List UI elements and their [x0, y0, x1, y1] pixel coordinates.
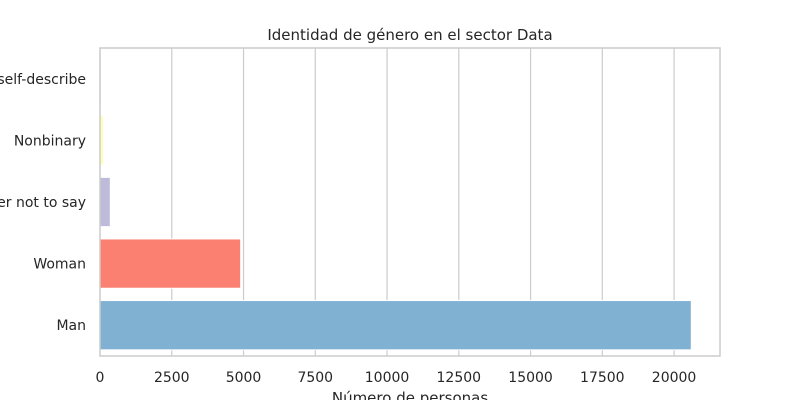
x-tick-label: 5000 — [226, 370, 262, 386]
y-tick-label: Prefer not to say — [0, 195, 86, 211]
plot-frame — [99, 47, 721, 357]
x-axis-label: Número de personas — [332, 389, 488, 400]
x-tick-label: 7500 — [297, 370, 333, 386]
y-tick-labels: Prefer to self-describe Nonbinary Prefer n… — [0, 72, 86, 334]
y-tick-label: Man — [56, 318, 86, 334]
x-tick-label: 12500 — [437, 370, 482, 386]
x-tick-labels: 0 2500 5000 7500 10000 12500 15000 17500 20000 — [96, 370, 697, 386]
y-tick-label: Prefer to self-describe — [0, 72, 86, 88]
bar-woman — [99, 238, 242, 289]
x-tick-label: 2500 — [154, 370, 190, 386]
x-gridlines — [171, 48, 675, 356]
bar-man — [99, 300, 692, 351]
x-tick-label: 10000 — [365, 370, 410, 386]
bars — [99, 53, 692, 351]
x-tick-label: 0 — [96, 370, 105, 386]
chart-title: Identidad de género en el sector Data — [267, 26, 552, 44]
y-tick-label: Nonbinary — [14, 133, 86, 149]
x-tick-label: 17500 — [580, 370, 625, 386]
bar-prefer-not-to-say — [99, 176, 111, 228]
x-tick-label: 20000 — [652, 370, 697, 386]
y-tick-label: Woman — [33, 257, 86, 273]
x-tick-label: 15000 — [508, 370, 553, 386]
